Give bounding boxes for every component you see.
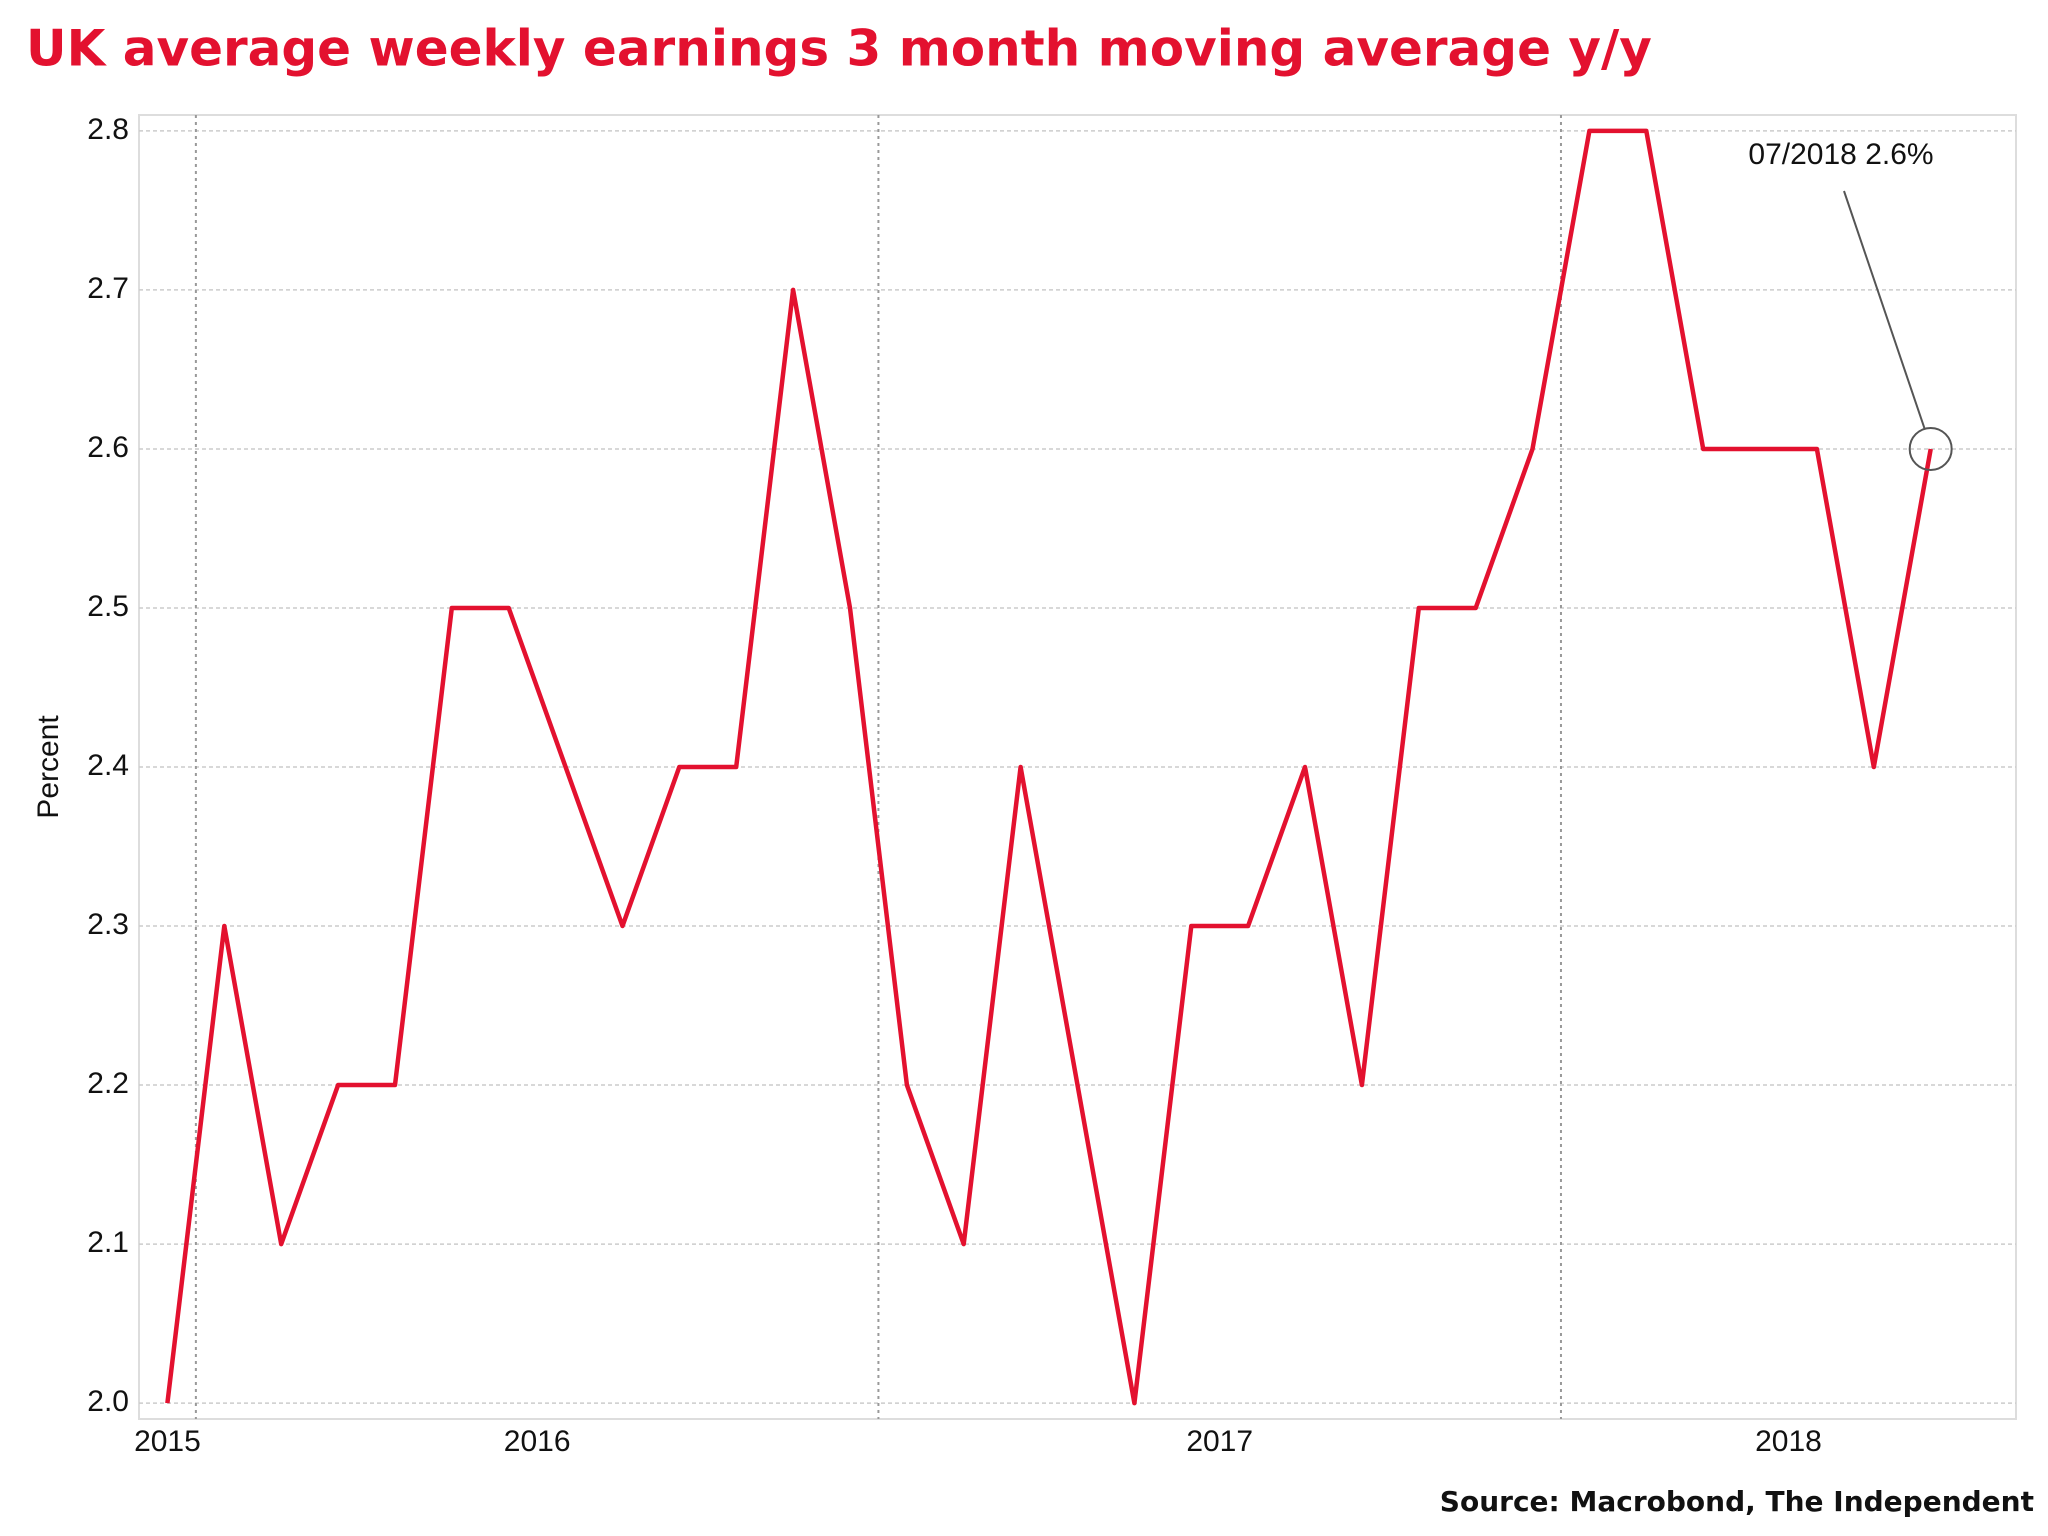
x-tick-label: 2015 xyxy=(134,1425,201,1458)
y-tick-label: 2.8 xyxy=(87,113,129,146)
y-axis-label: Percent xyxy=(32,715,65,819)
x-tick-label: 2016 xyxy=(504,1425,571,1458)
y-tick-label: 2.5 xyxy=(87,590,129,623)
y-tick-label: 2.0 xyxy=(87,1385,129,1418)
y-tick-label: 2.4 xyxy=(87,749,129,782)
x-tick-label: 2018 xyxy=(1755,1425,1822,1458)
y-tick-label: 2.7 xyxy=(87,272,129,305)
annotation-circle xyxy=(1908,426,1953,471)
y-tick-label: 2.3 xyxy=(87,908,129,941)
annotation: 07/2018 2.6% xyxy=(1748,138,1933,171)
y-tick-label: 2.6 xyxy=(87,431,129,464)
y-tick-label: 2.1 xyxy=(87,1226,129,1259)
y-tick-label: 2.2 xyxy=(87,1067,129,1100)
chart-title: UK average weekly earnings 3 month movin… xyxy=(26,20,1652,78)
source: Source: Macrobond, The Independent xyxy=(1440,1485,2034,1518)
annotation-leader xyxy=(1843,190,1926,430)
x-tick-label: 2017 xyxy=(1186,1425,1253,1458)
line-series xyxy=(165,128,1933,1406)
